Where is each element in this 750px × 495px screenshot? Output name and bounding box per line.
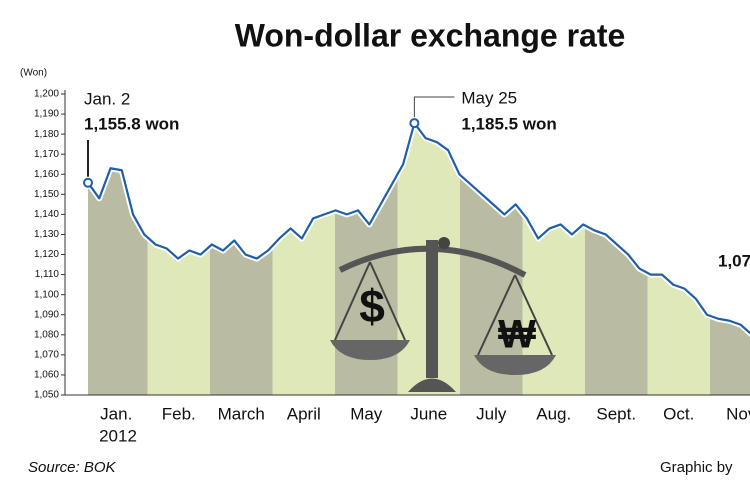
year-label: 2012 (99, 426, 137, 445)
x-tick-label: Aug. (536, 404, 571, 423)
y-tick-label: 1,100 (34, 289, 59, 300)
mask-above-line (85, 92, 750, 334)
annotation-date: May 25 (461, 88, 517, 107)
scale-icon: $ ₩ (330, 237, 556, 392)
y-tick-label: 1,110 (35, 269, 60, 280)
y-tick-label: 1,160 (34, 169, 59, 180)
annotation-marker (83, 177, 93, 188)
cropped-label: 1,07 (718, 251, 750, 270)
x-tick-label: April (287, 404, 321, 423)
x-tick-label: May (350, 404, 383, 423)
y-tick-label: 1,140 (34, 209, 59, 220)
y-axis-label: (Won) (20, 68, 47, 79)
x-tick-label: Sept. (596, 404, 636, 423)
y-tick-label: 1,070 (34, 350, 59, 361)
leader (413, 96, 455, 118)
plot (85, 92, 750, 395)
chart-title: Won-dollar exchange rate (235, 17, 626, 53)
x-tick-label: Nov (726, 404, 750, 423)
y-tick-label: 1,150 (34, 189, 59, 200)
credit: Graphic by (660, 459, 733, 476)
mask-left (85, 92, 88, 395)
y-tick-label: 1,130 (34, 229, 59, 240)
x-tick-label: Jan. (100, 404, 132, 423)
x-tick-label: Oct. (663, 404, 694, 423)
x-tick-label: Feb. (162, 404, 196, 423)
annotation-label: 1,155.8 won (84, 114, 179, 133)
scale-symbol: $ (359, 280, 385, 332)
y-tick-label: 1,090 (34, 309, 59, 320)
x-tick-label: June (410, 404, 447, 423)
y-tick-label: 1,200 (34, 89, 59, 100)
y-tick-label: 1,190 (34, 109, 59, 120)
scale-symbol: ₩ (498, 313, 536, 357)
y-tick-label: 1,120 (34, 249, 59, 260)
y-tick-label: 1,060 (34, 370, 59, 381)
y-tick-label: 1,170 (34, 149, 59, 160)
annotation-marker (409, 118, 420, 129)
line (87, 121, 750, 335)
y-tick-label: 1,180 (34, 129, 59, 140)
source: Source: BOK (28, 459, 117, 476)
annotation-date: Jan. 2 (84, 89, 130, 108)
y-tick-label: 1,050 (34, 390, 59, 401)
x-tick-label: July (476, 404, 507, 423)
y-tick-label: 1,080 (34, 329, 59, 340)
annotation-label: 1,185.5 won (461, 114, 556, 133)
x-tick-label: March (218, 404, 265, 423)
